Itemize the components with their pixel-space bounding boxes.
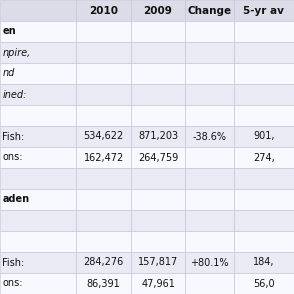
- Bar: [131, 63, 185, 84]
- Bar: [76, 252, 131, 273]
- Text: Change: Change: [187, 6, 232, 16]
- Bar: [131, 126, 185, 147]
- Text: 184,: 184,: [253, 258, 275, 268]
- Text: Fish:: Fish:: [2, 131, 25, 141]
- Bar: [234, 105, 294, 126]
- Bar: [0, 63, 76, 84]
- Text: 5-yr av: 5-yr av: [243, 6, 284, 16]
- Bar: [0, 252, 76, 273]
- Bar: [234, 231, 294, 252]
- Bar: [185, 273, 234, 294]
- Bar: [76, 273, 131, 294]
- Bar: [0, 42, 76, 63]
- Bar: [234, 147, 294, 168]
- Text: npire,: npire,: [2, 48, 31, 58]
- Text: 47,961: 47,961: [141, 278, 175, 288]
- Bar: [234, 210, 294, 231]
- Bar: [234, 42, 294, 63]
- Bar: [76, 0, 131, 21]
- Bar: [76, 210, 131, 231]
- Text: 534,622: 534,622: [83, 131, 124, 141]
- Bar: [234, 63, 294, 84]
- Bar: [185, 189, 234, 210]
- Bar: [185, 21, 234, 42]
- Bar: [131, 42, 185, 63]
- Bar: [185, 147, 234, 168]
- Text: 162,472: 162,472: [83, 153, 124, 163]
- Text: 264,759: 264,759: [138, 153, 178, 163]
- Bar: [76, 126, 131, 147]
- Bar: [185, 63, 234, 84]
- Text: ons:: ons:: [2, 153, 23, 163]
- Bar: [76, 42, 131, 63]
- Bar: [0, 168, 76, 189]
- Bar: [131, 252, 185, 273]
- Text: -38.6%: -38.6%: [193, 131, 226, 141]
- Bar: [0, 0, 76, 21]
- Bar: [76, 189, 131, 210]
- Bar: [185, 105, 234, 126]
- Bar: [185, 231, 234, 252]
- Bar: [234, 126, 294, 147]
- Bar: [76, 105, 131, 126]
- Bar: [185, 0, 234, 21]
- Bar: [131, 105, 185, 126]
- Bar: [234, 21, 294, 42]
- Bar: [185, 210, 234, 231]
- Bar: [76, 84, 131, 105]
- Text: nd: nd: [2, 69, 15, 78]
- Bar: [0, 189, 76, 210]
- Bar: [185, 168, 234, 189]
- Bar: [185, 42, 234, 63]
- Bar: [234, 252, 294, 273]
- Bar: [76, 63, 131, 84]
- Text: 56,0: 56,0: [253, 278, 275, 288]
- Bar: [0, 105, 76, 126]
- Bar: [131, 84, 185, 105]
- Bar: [131, 189, 185, 210]
- Bar: [0, 231, 76, 252]
- Bar: [131, 273, 185, 294]
- Bar: [185, 126, 234, 147]
- Text: 274,: 274,: [253, 153, 275, 163]
- Bar: [131, 21, 185, 42]
- Text: 157,817: 157,817: [138, 258, 178, 268]
- Bar: [234, 84, 294, 105]
- Bar: [76, 168, 131, 189]
- Text: ons:: ons:: [2, 278, 23, 288]
- Bar: [234, 189, 294, 210]
- Text: ined:: ined:: [2, 89, 27, 99]
- Bar: [0, 147, 76, 168]
- Bar: [234, 0, 294, 21]
- Text: Fish:: Fish:: [2, 258, 25, 268]
- Bar: [76, 147, 131, 168]
- Bar: [0, 210, 76, 231]
- Bar: [76, 21, 131, 42]
- Bar: [131, 210, 185, 231]
- Bar: [131, 231, 185, 252]
- Bar: [131, 0, 185, 21]
- Text: en: en: [2, 26, 16, 36]
- Text: 284,276: 284,276: [83, 258, 124, 268]
- Bar: [185, 252, 234, 273]
- Bar: [234, 168, 294, 189]
- Text: +80.1%: +80.1%: [190, 258, 229, 268]
- Bar: [234, 273, 294, 294]
- Bar: [0, 84, 76, 105]
- Bar: [185, 84, 234, 105]
- Bar: [131, 147, 185, 168]
- Text: 871,203: 871,203: [138, 131, 178, 141]
- Text: 2010: 2010: [89, 6, 118, 16]
- Bar: [0, 273, 76, 294]
- Text: 86,391: 86,391: [87, 278, 121, 288]
- Bar: [131, 168, 185, 189]
- Bar: [76, 231, 131, 252]
- Bar: [0, 21, 76, 42]
- Bar: [0, 126, 76, 147]
- Text: 2009: 2009: [143, 6, 173, 16]
- Text: aden: aden: [2, 195, 29, 205]
- Text: 901,: 901,: [253, 131, 275, 141]
